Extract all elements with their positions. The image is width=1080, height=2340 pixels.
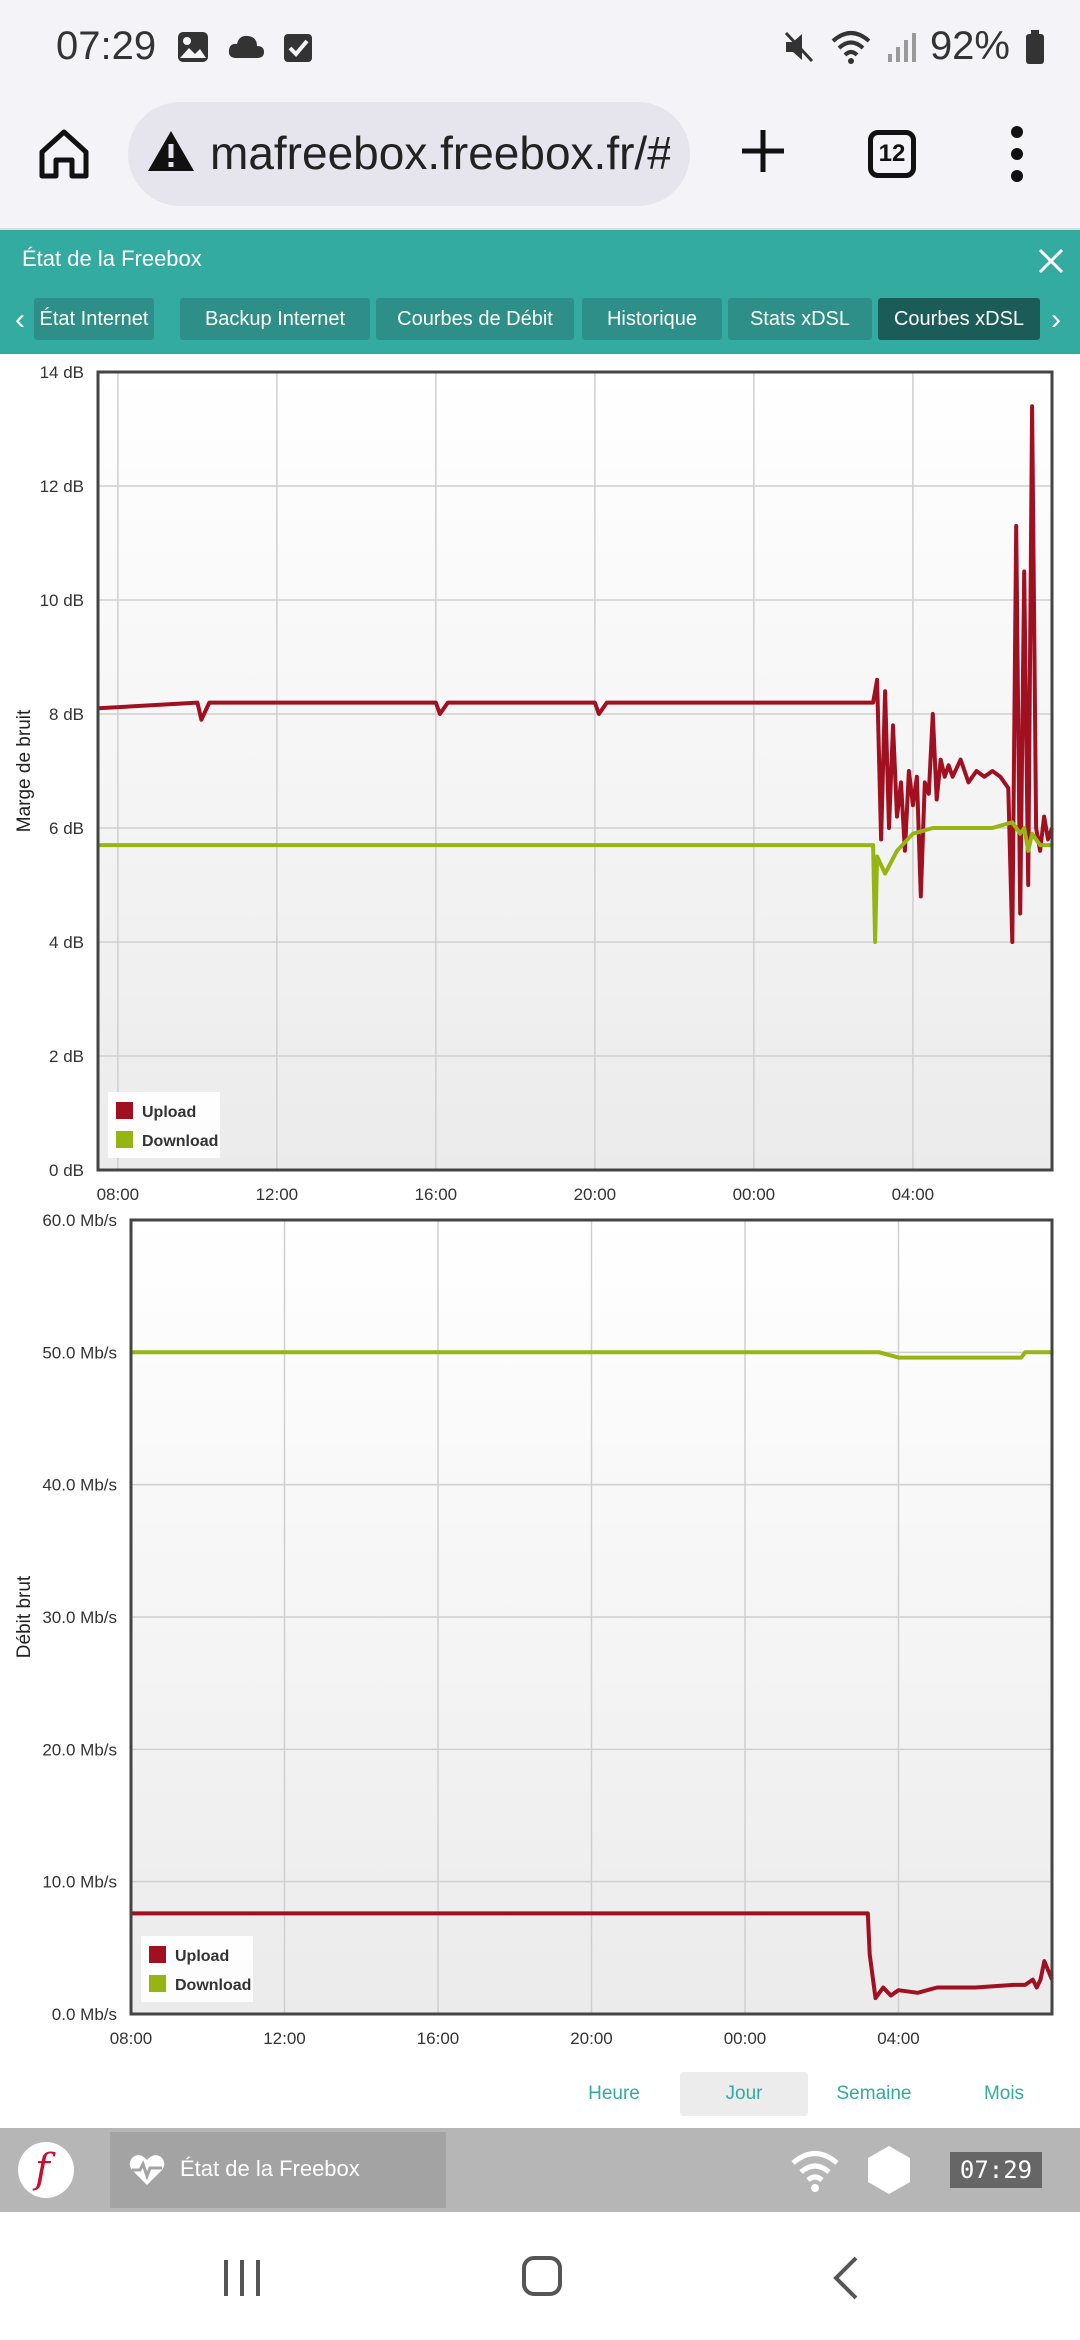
freebox-taskbar: f État de la Freebox 07:29 [0, 2128, 1080, 2212]
tab-stats-xdsl[interactable]: Stats xDSL [728, 298, 872, 340]
x-tick-label: 08:00 [97, 1185, 140, 1204]
y-tick-label: 8 dB [49, 705, 84, 724]
wifi-status-icon[interactable] [790, 2148, 840, 2194]
checkbox-icon [284, 34, 312, 62]
y-tick-label: 2 dB [49, 1047, 84, 1066]
plot-border [96, 370, 1054, 1172]
series-line-download [98, 820, 1052, 944]
window-title: État de la Freebox [22, 246, 202, 271]
scroll-right-icon[interactable]: › [1051, 303, 1061, 336]
plot-border [129, 1218, 1054, 2016]
mute-icon [784, 31, 814, 62]
status-bar: 07:29 92% [0, 0, 1080, 100]
status-time: 07:29 [56, 24, 157, 68]
x-tick-label: 20:00 [574, 1185, 617, 1204]
y-tick-label: 10 dB [40, 591, 84, 610]
browser-toolbar: mafreebox.freebox.fr/#Fbx 12 [0, 100, 1080, 230]
legend-label: Download [142, 1133, 218, 1150]
battery-percent: 92% [929, 24, 1010, 68]
tab-courbes-debit[interactable]: Courbes de Débit [376, 298, 574, 340]
recent-apps-icon[interactable] [220, 2256, 264, 2300]
y-tick-label: 60.0 Mb/s [42, 1211, 117, 1230]
cloud-icon [228, 35, 264, 58]
notification-icons [176, 30, 314, 64]
taskbar-item-etat-freebox[interactable]: État de la Freebox [110, 2132, 446, 2208]
legend-label: Upload [175, 1948, 229, 1965]
legend-swatch [149, 1975, 166, 1992]
y-tick-label: 0 dB [49, 1161, 84, 1180]
y-tick-label: 6 dB [49, 819, 84, 838]
scroll-left-icon[interactable]: ‹ [15, 303, 25, 336]
y-tick-label: 20.0 Mb/s [42, 1740, 117, 1759]
period-heure-button[interactable]: Heure [588, 2083, 640, 2104]
system-indicators: 92% [782, 24, 1046, 69]
y-tick-label: 14 dB [40, 363, 84, 382]
home-icon[interactable] [36, 126, 92, 182]
x-tick-label: 04:00 [877, 2029, 920, 2048]
signal-icon [887, 32, 916, 62]
y-tick-label: 50.0 Mb/s [42, 1343, 117, 1362]
x-tick-label: 16:00 [417, 2029, 460, 2048]
x-tick-label: 12:00 [256, 1185, 299, 1204]
legend-swatch [116, 1102, 133, 1119]
raw-rate-chart: 0.0 Mb/s 10.0 Mb/s 20.0 Mb/s 30.0 Mb/s 40.0 … [14, 1211, 1054, 2048]
x-tick-label: 00:00 [724, 2029, 767, 2048]
tab-historique[interactable]: Historique [582, 298, 722, 340]
series-line-upload [97, 404, 1054, 944]
legend-swatch [149, 1946, 166, 1963]
taskbar-item-label: État de la Freebox [180, 2156, 360, 2181]
noise-margin-chart: 0 dB 2 dB 4 dB 6 dB 8 dB 10 dB 12 dB 14 dB 08:00… [14, 363, 1054, 1204]
y-tick-label: 10.0 Mb/s [42, 1873, 117, 1892]
period-jour-button[interactable]: Jour [680, 2072, 808, 2116]
back-nav-icon[interactable] [826, 2254, 866, 2302]
y-axis-title: Débit brut [14, 1575, 35, 1658]
y-tick-label: 0.0 Mb/s [52, 2005, 117, 2024]
tab-courbes-xdsl[interactable]: Courbes xDSL [878, 298, 1040, 340]
system-nav-bar [0, 2212, 1080, 2340]
hexagon-icon[interactable] [866, 2144, 912, 2196]
x-tick-label: 08:00 [110, 2029, 153, 2048]
app-header: État de la Freebox ‹ État Internet Backu… [0, 230, 1080, 354]
more-menu-icon[interactable] [1005, 124, 1029, 184]
heart-pulse-icon [129, 2155, 165, 2185]
tab-bar: ‹ État Internet Backup Internet Courbes … [0, 298, 1080, 342]
y-axis-title: Marge de bruit [14, 709, 35, 832]
y-tick-label: 12 dB [40, 477, 84, 496]
address-bar[interactable]: mafreebox.freebox.fr/#Fbx [128, 102, 690, 206]
x-tick-label: 12:00 [263, 2029, 306, 2048]
series-line-download [131, 1350, 1052, 1360]
legend-label: Upload [142, 1104, 196, 1121]
series-line-upload [131, 1911, 1054, 2001]
taskbar-clock: 07:29 [950, 2152, 1042, 2188]
legend-label: Download [175, 1977, 251, 1994]
url-text[interactable]: mafreebox.freebox.fr/#Fbx [210, 127, 670, 179]
warning-icon[interactable] [146, 128, 196, 174]
tab-switcher-button[interactable]: 12 [868, 130, 916, 178]
y-tick-label: 30.0 Mb/s [42, 1608, 117, 1627]
battery-icon [1026, 29, 1044, 64]
wifi-icon [831, 30, 871, 64]
close-icon[interactable] [1036, 246, 1066, 276]
period-mois-button[interactable]: Mois [983, 2083, 1025, 2104]
tab-etat-internet[interactable]: État Internet [34, 298, 154, 340]
x-tick-label: 00:00 [733, 1185, 776, 1204]
tab-backup-internet[interactable]: Backup Internet [180, 298, 370, 340]
y-tick-label: 4 dB [49, 933, 84, 952]
legend-swatch [116, 1131, 133, 1148]
y-tick-label: 40.0 Mb/s [42, 1476, 117, 1495]
x-tick-label: 04:00 [892, 1185, 935, 1204]
home-nav-icon[interactable] [520, 2254, 564, 2298]
freebox-logo[interactable]: f [18, 2142, 74, 2198]
period-semaine-button[interactable]: Semaine [836, 2083, 912, 2104]
gallery-icon [178, 32, 208, 62]
x-tick-label: 20:00 [570, 2029, 613, 2048]
new-tab-icon[interactable] [738, 126, 788, 176]
x-tick-label: 16:00 [415, 1185, 458, 1204]
